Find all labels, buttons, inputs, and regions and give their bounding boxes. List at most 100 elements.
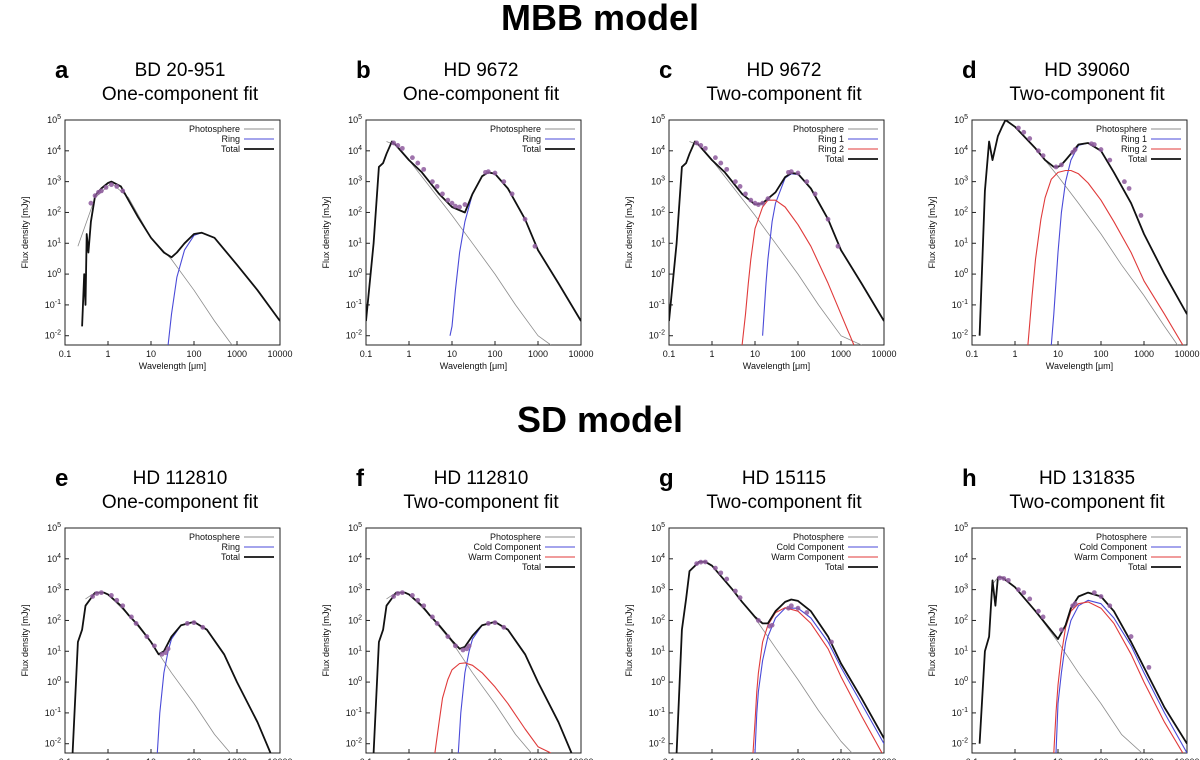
series-line-cold-component <box>754 607 884 753</box>
series-line-photosphere <box>386 141 552 345</box>
panel-star-name: HD 9672 <box>443 60 519 81</box>
plot-frame <box>971 119 1188 346</box>
series-line-warm-component <box>1053 601 1184 753</box>
data-point <box>391 594 397 599</box>
data-point <box>788 169 794 175</box>
data-point <box>1091 590 1097 596</box>
legend-label: Photosphere <box>793 124 844 134</box>
data-point <box>532 243 538 249</box>
data-point <box>421 603 427 609</box>
data-point <box>1016 125 1021 131</box>
data-point <box>165 646 171 652</box>
data-point <box>94 591 100 596</box>
data-point <box>1027 596 1033 602</box>
y-tick-label: 103 <box>954 176 968 187</box>
legend-label: Ring 2 <box>1121 144 1147 154</box>
data-point <box>1016 587 1021 593</box>
y-tick-label: 102 <box>954 614 968 625</box>
y-tick-label: 10-2 <box>346 330 362 341</box>
y-tick-label: 100 <box>348 676 362 687</box>
chart-panel-b: b HD 9672 One-component fit 0.1 1 10 100 1000 10… <box>316 52 611 372</box>
series-line-total <box>81 180 280 327</box>
data-point <box>429 614 435 620</box>
data-point <box>698 142 704 148</box>
series-line-warm-component <box>434 662 552 753</box>
data-point <box>1021 590 1027 596</box>
y-axis-label: Flux density [mJy] <box>927 604 937 676</box>
data-point <box>1027 136 1033 141</box>
panel-fit-type: Two-component fit <box>706 84 862 105</box>
y-tick-label: 105 <box>651 114 665 125</box>
data-point <box>421 166 427 172</box>
data-point <box>453 203 458 209</box>
data-point <box>1035 148 1041 154</box>
data-point <box>501 179 507 185</box>
y-tick-label: 103 <box>348 176 362 187</box>
y-tick-label: 101 <box>651 645 665 656</box>
series-line-photosphere <box>386 592 532 753</box>
y-tick-label: 101 <box>47 645 61 656</box>
y-tick-label: 105 <box>954 522 968 533</box>
y-tick-label: 103 <box>954 584 968 595</box>
data-point <box>804 179 810 185</box>
series-line-total <box>675 560 884 753</box>
data-point <box>485 169 491 175</box>
y-axis-label: Flux density [mJy] <box>321 604 331 676</box>
y-tick-label: 105 <box>954 114 968 125</box>
y-axis-label: Flux density [mJy] <box>20 196 30 268</box>
legend-label: Total <box>1128 562 1147 572</box>
panel-fit-type: One-component fit <box>402 84 560 105</box>
data-point <box>1126 186 1132 191</box>
section-title-sd: SD model <box>516 399 684 440</box>
sed-plot: 0.111010010001000010-210-110010110210310… <box>20 522 293 760</box>
panel-star-name: HD 112810 <box>433 468 529 489</box>
y-tick-label: 10-1 <box>346 299 362 310</box>
panel-fit-type: Two-component fit <box>1009 84 1165 105</box>
chart-panel-c: c HD 9672 Two-component fit 0.1 1 10 100 1000 10… <box>619 52 914 372</box>
plot-frame <box>365 119 582 346</box>
data-point <box>756 202 761 207</box>
y-tick-label: 101 <box>348 645 362 656</box>
data-point <box>509 191 515 197</box>
panel-letter: d <box>962 57 977 84</box>
x-tick-label: 10000 <box>1174 349 1199 359</box>
x-tick-label: 10 <box>1053 349 1063 359</box>
x-tick-label: 0.1 <box>59 349 72 359</box>
legend-label: Photosphere <box>793 532 844 542</box>
legend-label: Ring <box>221 134 240 144</box>
x-tick-label: 100 <box>487 349 502 359</box>
data-point <box>732 179 738 185</box>
y-tick-label: 105 <box>348 114 362 125</box>
y-tick-label: 102 <box>47 206 61 217</box>
data-point <box>453 643 458 649</box>
y-tick-label: 105 <box>348 522 362 533</box>
plot-frame <box>64 119 281 346</box>
legend-label: Ring 1 <box>1121 134 1147 144</box>
y-tick-label: 103 <box>47 176 61 187</box>
y-tick-label: 104 <box>954 553 968 564</box>
data-point <box>795 605 801 611</box>
x-tick-label: 10000 <box>871 349 896 359</box>
data-point <box>184 621 190 626</box>
data-point <box>133 621 139 626</box>
sed-plot: 0.111010010001000010-210-110010110210310… <box>927 522 1200 760</box>
data-point <box>756 618 761 623</box>
data-point <box>1001 576 1007 581</box>
panel-fit-type: Two-component fit <box>1009 492 1165 513</box>
x-tick-label: 1000 <box>227 349 247 359</box>
panel-star-name: HD 131835 <box>1038 468 1136 489</box>
data-point <box>1005 577 1011 583</box>
y-tick-label: 101 <box>954 237 968 248</box>
data-point <box>1021 129 1027 135</box>
y-tick-label: 100 <box>47 676 61 687</box>
data-point <box>1138 213 1144 218</box>
data-point <box>997 575 1003 581</box>
data-point <box>522 216 528 222</box>
